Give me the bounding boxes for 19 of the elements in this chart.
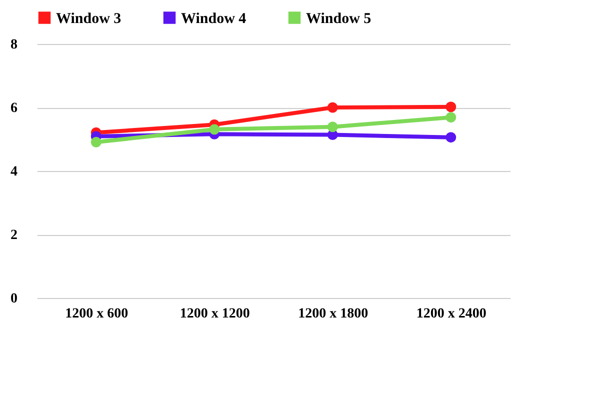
point: [446, 112, 456, 123]
point: [327, 102, 338, 113]
y-tick-label: 8: [10, 38, 18, 52]
y-tick-label: 6: [10, 101, 18, 116]
point: [446, 132, 456, 143]
y-tick-label: 2: [10, 228, 18, 243]
y-tick-label: 4: [10, 164, 18, 180]
x-tick-label: 1200 x 2400: [416, 306, 486, 322]
x-tick-label: 1200 x 600: [65, 306, 128, 322]
point: [327, 122, 338, 132]
legend-label: Window 5: [306, 10, 372, 27]
legend-label: Window 3: [56, 10, 122, 27]
point: [209, 124, 220, 135]
x-tick-label: 1200 x 1200: [180, 306, 250, 322]
y-tick-label: 0: [10, 292, 18, 306]
point: [446, 102, 456, 112]
legend-label: Window 4: [181, 10, 247, 27]
x-tick-label: 1200 x 1800: [298, 306, 368, 322]
point: [90, 136, 102, 148]
